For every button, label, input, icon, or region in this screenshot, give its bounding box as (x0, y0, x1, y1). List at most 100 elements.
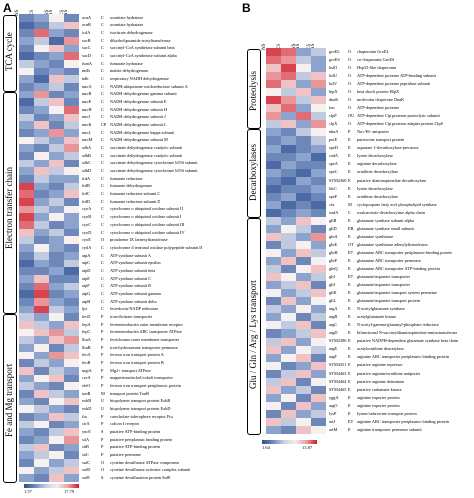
gene-description: glutamate synthase subunit alpha (357, 218, 414, 223)
heatmap-cell (281, 224, 297, 234)
gene-label: cyoE (82, 237, 91, 243)
cog-category: ET (348, 249, 354, 255)
heatmap-cell (281, 393, 297, 403)
heatmap-cell (311, 289, 327, 298)
cog-category: O (348, 72, 352, 78)
gene-label: atpG (82, 290, 91, 296)
heatmap-cell (49, 113, 65, 122)
heatmap-cell (281, 385, 297, 395)
cog-category: O (101, 237, 105, 243)
cog-category: P (101, 329, 104, 335)
gene-description: ATP-dependent protease peptidase subunit (357, 82, 431, 87)
heatmap-cell (19, 282, 35, 291)
cog-category: E (348, 386, 351, 392)
heatmap-cell (281, 249, 297, 258)
cog-category: U (101, 405, 105, 411)
gene-label: gltL (329, 298, 337, 304)
heatmap-cell (49, 328, 65, 337)
heatmap-cell (281, 200, 297, 210)
heatmap-cell (34, 244, 50, 253)
gene-label: mdh (82, 68, 90, 74)
heatmap-cell (281, 369, 297, 378)
gene-label: cyoD (82, 229, 92, 235)
heatmap-cell (281, 241, 297, 250)
heatmap-cell (266, 377, 282, 387)
heatmap-cell (266, 64, 282, 73)
gene-label: lon (329, 105, 335, 111)
gene-description: arginine ABC transporter periplasmic bin… (357, 419, 449, 424)
cog-category: C (101, 229, 104, 235)
heatmap-cell (266, 136, 282, 145)
heatmap-cell (64, 282, 80, 291)
heatmap-cell (296, 48, 312, 57)
heatmap-cell (34, 412, 50, 421)
gene-description: putative carbamate kinase (357, 387, 402, 392)
heatmap-cell (311, 281, 327, 290)
heatmap-cell (49, 443, 65, 452)
heatmap-cell (296, 96, 312, 105)
heatmap-cell (64, 129, 80, 138)
heatmap-cell (19, 182, 35, 191)
heatmap-cell (311, 128, 327, 137)
gene-label: sdhA (82, 145, 92, 151)
heatmap-cell (296, 425, 312, 435)
cog-category: E (348, 265, 351, 271)
cog-category: O (348, 56, 352, 62)
heatmap-cell (266, 385, 282, 395)
cog-category: CP (101, 122, 107, 128)
heatmap-cell (266, 337, 282, 346)
heatmap-cell (296, 393, 312, 403)
cog-category: C (101, 106, 104, 112)
gene-description: ATP-dependent Clp protease proteolytic s… (357, 114, 440, 119)
gene-description: ATP synthase subunit delta (110, 299, 157, 304)
heatmap-cell (281, 417, 297, 427)
heatmap-cell (281, 313, 297, 322)
heatmap-cell (49, 159, 65, 168)
heatmap-cell (296, 128, 312, 137)
cog-category: P (101, 367, 104, 373)
gene-label: nuoA (82, 83, 92, 89)
heatmap-cell (296, 241, 312, 250)
heatmap-cell (311, 168, 327, 177)
cog-category: C (101, 267, 104, 273)
gene-description: NADH dehydrogenase subunit J (110, 115, 166, 120)
gene-description: aconitate hydratase (110, 23, 144, 28)
heatmap-cell (34, 420, 50, 429)
heatmap-cell (311, 48, 327, 57)
gene-description: glutamine synthetase (357, 234, 394, 239)
gene-label: STM4463 (329, 370, 347, 376)
heatmap-cell (296, 249, 312, 258)
gene-description: glutamine ABC transporter permease (357, 258, 421, 263)
gene-label: gltI (329, 274, 335, 280)
cog-category: P (101, 413, 104, 419)
gene-description: ferrous iron transport protein A (110, 353, 164, 358)
gene-description: glutamate/aspartate transport protein (357, 299, 420, 304)
gene-description: ornithine decarboxylase (357, 170, 399, 175)
heatmap-cell (281, 281, 297, 290)
heatmap-cell (34, 14, 50, 22)
heatmap-cell (19, 175, 35, 184)
heatmap-cell (296, 377, 312, 387)
gene-label: frdD (82, 198, 91, 204)
heatmap-cell (64, 44, 80, 53)
heatmap-cell (64, 267, 80, 276)
heatmap-cell (34, 458, 50, 467)
gene-description: glutamate/aspartate transporter (357, 275, 411, 280)
heatmap-cell (281, 48, 297, 57)
gene-description: ferrienterobactin outer membrane recepto… (110, 322, 183, 327)
gene-label: lysP (329, 410, 337, 416)
gene-description: arginine ABC transporter periplasmic bin… (357, 355, 449, 360)
heatmap-cell (49, 412, 65, 421)
heatmap-cell (64, 144, 80, 153)
heatmap-cell (19, 382, 35, 391)
heatmap-cell (64, 397, 80, 406)
heatmap-cell (311, 273, 327, 282)
heatmap-cell (64, 198, 80, 207)
heatmap-cell (19, 144, 35, 153)
heatmap-cell (296, 64, 312, 73)
gene-description: lysine decarboxylase (357, 186, 393, 191)
gene-description: colicin I receptor (110, 422, 140, 427)
gene-description: cysteine desulfuration protein SufE (110, 476, 171, 480)
gene-label: glnH (329, 249, 338, 255)
heatmap-cell (49, 305, 65, 314)
